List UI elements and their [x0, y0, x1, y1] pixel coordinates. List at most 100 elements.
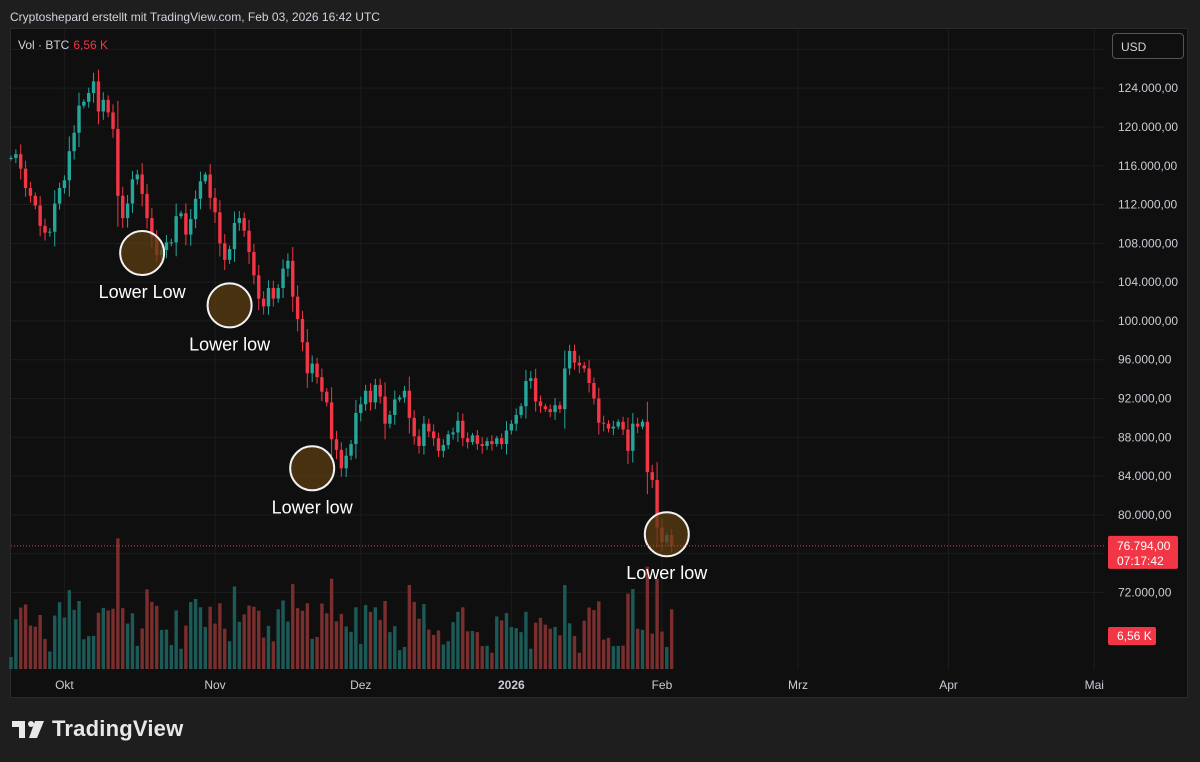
volume-bar [291, 584, 295, 669]
annotation-circle [643, 511, 690, 558]
volume-bar [548, 628, 552, 669]
y-tick-label: 100.000,00 [1118, 314, 1178, 328]
candle-body [558, 405, 562, 410]
annotation-circle [119, 230, 166, 277]
candle-body [461, 420, 465, 439]
volume-bar [208, 606, 212, 669]
volume-bar [310, 638, 314, 669]
candle-body [281, 268, 285, 288]
candle-body [601, 422, 606, 424]
y-tick-label: 96.000,00 [1118, 353, 1172, 367]
candle-body [640, 421, 645, 427]
annotation-label: Lower low [272, 497, 354, 517]
volume-bar [461, 607, 465, 669]
candle-body [470, 435, 475, 443]
annotation-label: Lower low [189, 334, 271, 354]
volume-bar [621, 645, 625, 669]
volume-bar [655, 579, 659, 669]
candle-body [631, 423, 635, 451]
countdown-label: 07:17:42 [1117, 554, 1164, 568]
volume-bar [257, 610, 261, 669]
candle-body [179, 213, 183, 217]
volume-tag-label: 6,56 K [1117, 629, 1152, 643]
candle-body [48, 231, 52, 233]
candle-body [363, 390, 368, 405]
volume-bar [237, 621, 242, 669]
tradingview-logo[interactable]: TradingView [12, 716, 183, 742]
volume-bar [28, 625, 33, 669]
volume-bar [509, 627, 514, 669]
candle-body [213, 197, 217, 213]
candle-body [62, 180, 67, 189]
candle-body [456, 420, 460, 433]
volume-bar [616, 645, 620, 669]
candle-body [72, 132, 76, 152]
volume-bar [325, 613, 329, 669]
volume-bar [407, 585, 412, 669]
volume-bar [295, 608, 300, 669]
candle-body [567, 350, 572, 369]
volume-bar [397, 650, 402, 669]
volume-bar [665, 647, 669, 669]
volume-bar [43, 639, 47, 669]
candle-body [242, 218, 246, 231]
candle-body [388, 414, 392, 424]
candle-body [227, 249, 232, 260]
candle-body [261, 298, 266, 307]
volume-bar [427, 629, 431, 669]
candle-body [174, 216, 178, 243]
candle-body [514, 414, 518, 424]
candle-body [14, 154, 18, 158]
annotation-circle [206, 282, 253, 329]
last-price-tag [1108, 535, 1178, 569]
volume-bar [101, 607, 105, 669]
volume-bar [315, 637, 319, 669]
x-tick-label: Mai [1085, 678, 1104, 692]
volume-bar [597, 601, 601, 669]
volume-bar [446, 641, 450, 669]
volume-bar [218, 603, 222, 669]
x-tick-label: Apr [939, 678, 958, 692]
candle-body [145, 193, 149, 219]
volume-bar [339, 613, 344, 669]
candle-body [431, 431, 436, 439]
volume-bar [669, 609, 674, 669]
legend-label: Vol · BTC [18, 38, 70, 52]
y-tick-label: 104.000,00 [1118, 275, 1178, 289]
candle-body [597, 398, 601, 423]
currency-button[interactable]: USD [1112, 33, 1184, 59]
candle-body [524, 381, 528, 407]
candle-body [33, 195, 37, 206]
candle-body [519, 406, 523, 415]
candle-body [383, 396, 387, 424]
candle-body [393, 399, 397, 415]
volume-bar [23, 604, 28, 669]
chart-panel[interactable] [10, 28, 1188, 698]
price-axis: 72.000,0076.000,0080.000,0084.000,0088.0… [1118, 42, 1178, 599]
volume-bar [592, 610, 596, 669]
candle-body [19, 154, 23, 169]
candle-body [91, 81, 96, 94]
volume-bar [9, 657, 13, 669]
candle-body [485, 441, 489, 446]
volume-bar [465, 631, 470, 669]
candle-body [208, 174, 212, 198]
candle-body [291, 260, 295, 297]
chart-attribution: Cryptoshepard erstellt mit TradingView.c… [10, 10, 380, 24]
volume-legend[interactable]: Vol · BTC 6,56 K [18, 38, 108, 52]
candle-body [305, 342, 310, 374]
volume-bar [373, 607, 378, 669]
volume-bar [14, 619, 18, 669]
candle-body [23, 168, 28, 189]
candle-body [441, 445, 446, 451]
candle-body [655, 479, 659, 528]
candle-body [417, 436, 421, 446]
candle-body [135, 174, 140, 180]
candle-body [300, 318, 305, 343]
volume-bar [232, 586, 237, 669]
x-tick-label: Dez [350, 678, 371, 692]
volume-bar [140, 628, 144, 669]
candle-body [606, 423, 611, 429]
volume-bar [504, 613, 509, 669]
